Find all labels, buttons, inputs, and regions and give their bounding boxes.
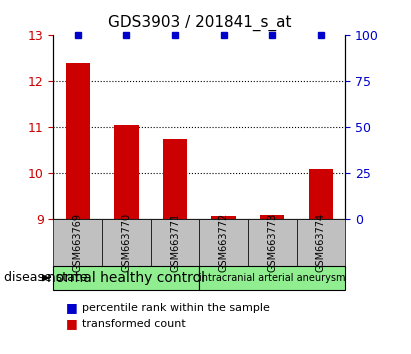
Bar	[309, 169, 333, 219]
Text: ■: ■	[66, 318, 78, 330]
Bar	[66, 63, 90, 219]
Text: ■: ■	[66, 302, 78, 314]
Text: GSM663769: GSM663769	[73, 213, 83, 272]
Text: GSM663770: GSM663770	[121, 213, 132, 272]
Text: GSM663771: GSM663771	[170, 213, 180, 272]
Text: GSM663772: GSM663772	[219, 213, 229, 272]
Text: normal healthy control: normal healthy control	[47, 271, 206, 285]
Text: disease state: disease state	[4, 272, 88, 284]
Text: GSM663774: GSM663774	[316, 213, 326, 272]
Title: GDS3903 / 201841_s_at: GDS3903 / 201841_s_at	[108, 15, 291, 31]
Text: percentile rank within the sample: percentile rank within the sample	[82, 303, 270, 313]
Text: intracranial arterial aneurysm: intracranial arterial aneurysm	[199, 273, 346, 283]
Bar	[212, 216, 236, 219]
Text: GSM663773: GSM663773	[267, 213, 277, 272]
Bar	[163, 139, 187, 219]
Text: transformed count: transformed count	[82, 319, 186, 329]
Bar	[260, 215, 284, 219]
Bar	[114, 125, 139, 219]
